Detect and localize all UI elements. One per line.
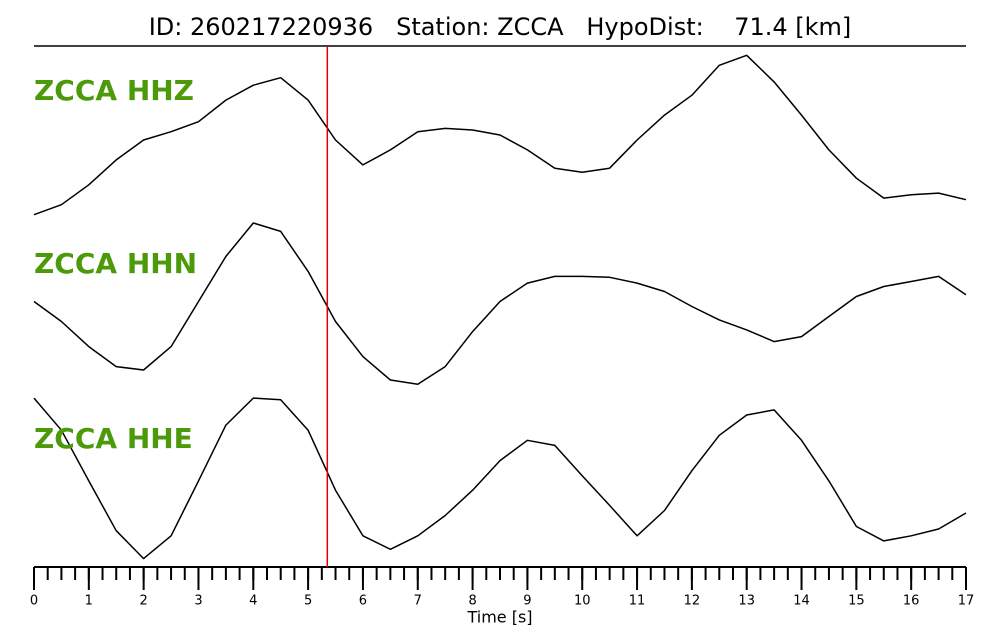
trace — [33, 397, 967, 560]
x-tick-label: 17 — [958, 594, 975, 609]
x-tick-label: 7 — [414, 594, 422, 609]
chart-title: ID: 260217220936 Station: ZCCA HypoDist:… — [149, 13, 852, 41]
x-tick-label: 15 — [848, 594, 865, 609]
trace — [33, 222, 967, 385]
x-tick-label: 1 — [85, 594, 93, 609]
x-tick-label: 16 — [903, 594, 920, 609]
x-tick-label: 10 — [574, 594, 591, 609]
x-tick-label: 0 — [30, 594, 38, 609]
x-tick-label: 3 — [194, 594, 202, 609]
trace-label: ZCCA HHN — [34, 247, 197, 280]
x-axis-label: Time [s] — [466, 608, 532, 627]
x-tick-label: 2 — [140, 594, 148, 609]
x-tick-label: 13 — [738, 594, 755, 609]
x-tick-label: 8 — [468, 594, 476, 609]
x-tick-label: 9 — [523, 594, 531, 609]
trace — [33, 54, 967, 216]
trace-label: ZCCA HHE — [34, 422, 193, 455]
x-tick-label: 5 — [304, 594, 312, 609]
x-tick-label: 14 — [793, 594, 810, 609]
x-tick-label: 6 — [359, 594, 367, 609]
x-tick-label: 12 — [684, 594, 701, 609]
x-tick-label: 4 — [249, 594, 257, 609]
trace-label: ZCCA HHZ — [34, 74, 194, 107]
x-tick-label: 11 — [629, 594, 646, 609]
